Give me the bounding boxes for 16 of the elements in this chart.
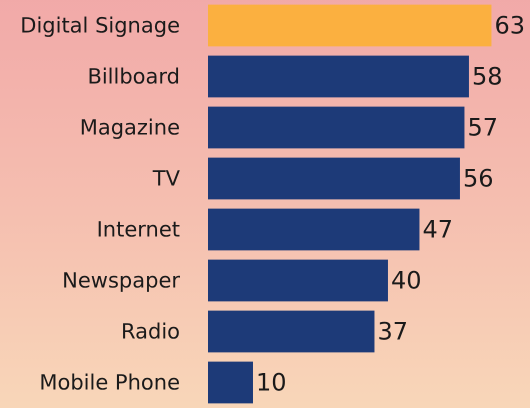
data-label: 58 — [472, 62, 502, 90]
y-tick-label: Magazine — [80, 116, 180, 140]
y-tick-label: TV — [152, 166, 181, 190]
data-label: 10 — [256, 368, 287, 396]
data-label: 37 — [377, 318, 408, 346]
y-tick-label: Digital Signage — [20, 14, 180, 38]
data-label: 57 — [467, 114, 498, 142]
y-tick-label: Mobile Phone — [39, 370, 180, 394]
data-label: 47 — [422, 216, 454, 244]
y-tick-label: Newspaper — [62, 268, 180, 292]
data-label: 56 — [462, 164, 494, 192]
data-label: 63 — [494, 12, 525, 40]
data-label: 40 — [390, 266, 422, 294]
y-tick-label: Billboard — [87, 64, 180, 88]
y-tick-label: Internet — [96, 218, 180, 242]
y-tick-label: Radio — [120, 320, 180, 344]
